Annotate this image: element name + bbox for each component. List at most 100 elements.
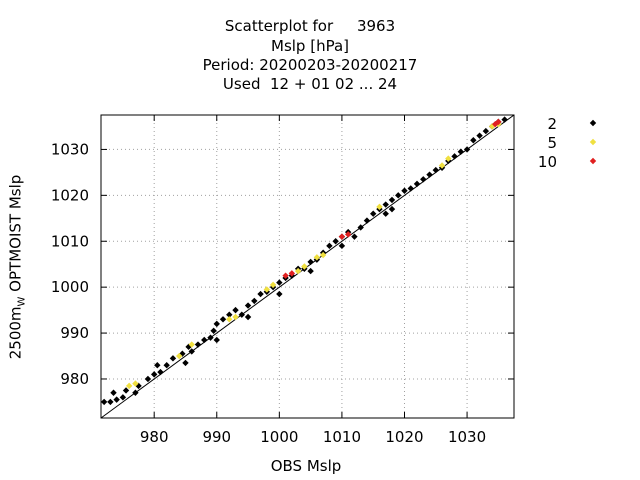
y-tick-label: 1010	[51, 232, 89, 250]
y-tick-label: 1020	[51, 186, 89, 204]
data-point-series-2	[470, 137, 477, 144]
data-point-series-2	[338, 242, 346, 250]
data-point-series-2	[144, 375, 152, 383]
y-tick-label: 1030	[51, 140, 89, 158]
data-point-series-2	[332, 238, 339, 245]
data-point-series-5	[188, 341, 195, 348]
data-point-series-2	[122, 387, 130, 394]
data-point-series-2	[382, 201, 389, 208]
data-point-series-5	[438, 162, 446, 169]
data-point-series-2	[157, 368, 164, 376]
data-point-series-2	[257, 290, 264, 298]
data-point-series-2	[307, 258, 314, 266]
title-line-2: Mslp [hPa]	[271, 37, 349, 55]
data-point-series-2	[413, 180, 421, 188]
data-point-series-2	[426, 171, 433, 178]
data-point-series-5	[263, 286, 271, 293]
data-point-series-2	[100, 398, 108, 406]
data-point-series-2	[213, 336, 220, 344]
data-point-series-2	[207, 334, 214, 341]
data-point-series-2	[154, 362, 161, 369]
data-point-series-5	[269, 281, 277, 289]
data-point-series-2	[110, 389, 117, 396]
data-point-series-2	[351, 233, 358, 240]
data-point-series-2	[276, 290, 283, 298]
data-point-series-2	[182, 359, 189, 367]
data-point-series-2	[363, 217, 371, 224]
x-tick-label: 1030	[448, 428, 486, 446]
data-point-series-2	[476, 132, 483, 139]
data-point-series-2	[194, 341, 202, 348]
data-point-series-2	[276, 279, 283, 286]
data-point-series-2	[357, 224, 364, 231]
data-point-series-2	[238, 311, 245, 318]
data-point-series-10	[338, 233, 346, 240]
data-point-series-2	[244, 313, 252, 321]
data-point-series-2	[226, 311, 233, 318]
data-point-series-10	[495, 118, 502, 126]
title-line-1: Scatterplot for 3963	[224, 17, 396, 35]
data-point-series-2	[382, 210, 389, 217]
data-point-series-2	[370, 210, 377, 217]
x-axis-label: OBS Mslp	[270, 457, 342, 475]
data-point-series-5	[176, 352, 183, 360]
data-point-series-2	[219, 316, 227, 323]
data-point-series-5	[319, 251, 327, 259]
title-line-4: Used 12 + 01 02 ... 24	[222, 75, 398, 93]
data-point-series-10	[288, 270, 296, 277]
data-point-series-5	[232, 313, 239, 321]
data-point-series-2	[463, 146, 471, 153]
data-point-series-2	[326, 242, 333, 250]
x-tick-label: 1020	[385, 428, 423, 446]
data-point-series-2	[163, 362, 170, 369]
legend-marker-5	[589, 138, 597, 146]
data-point-series-2	[451, 153, 458, 160]
x-tick-label: 1010	[323, 428, 361, 446]
data-point-series-2	[107, 398, 114, 406]
y-tick-label: 1000	[51, 278, 89, 296]
legend-label-2: 10	[537, 153, 557, 171]
data-point-series-2	[388, 196, 396, 204]
legend-marker-10	[589, 157, 597, 165]
data-point-series-10	[282, 272, 289, 279]
data-point-series-2	[251, 297, 258, 305]
data-point-series-2	[244, 302, 252, 309]
data-point-series-2	[119, 394, 127, 401]
data-point-series-2	[401, 187, 408, 194]
data-point-series-2	[113, 396, 120, 403]
y-tick-label: 990	[60, 324, 89, 342]
y-axis-label: 2500mW OPTMOIST Mslp	[6, 174, 28, 360]
data-point-series-2	[169, 355, 177, 362]
plot-frame	[100, 114, 515, 419]
data-point-series-2	[132, 389, 139, 396]
data-point-series-2	[232, 306, 239, 314]
data-point-series-5	[125, 382, 133, 390]
data-point-series-2	[457, 148, 465, 155]
data-point-series-5	[376, 203, 383, 211]
data-point-series-5	[445, 155, 452, 162]
data-point-series-2	[395, 192, 402, 199]
data-point-series-2	[210, 327, 217, 334]
data-point-series-10	[344, 231, 352, 238]
legend-label-0: 2	[547, 115, 557, 133]
data-point-series-2	[432, 166, 439, 174]
data-point-series-2	[201, 336, 208, 344]
data-point-series-5	[294, 267, 302, 275]
data-point-series-5	[226, 316, 233, 323]
data-point-series-2	[407, 185, 414, 192]
data-point-series-2	[420, 176, 427, 183]
data-point-series-2	[150, 371, 158, 378]
title-line-3: Period: 20200203-20200217	[202, 56, 418, 74]
legend-marker-2	[589, 119, 597, 127]
data-point-series-5	[313, 254, 321, 261]
data-point-series-2	[388, 205, 396, 213]
x-tick-label: 990	[202, 428, 231, 446]
data-point-series-2	[501, 116, 508, 123]
data-point-series-2	[188, 348, 195, 355]
legend-label-1: 5	[547, 134, 557, 152]
data-point-series-5	[301, 263, 308, 270]
x-tick-label: 1000	[260, 428, 298, 446]
data-point-series-5	[132, 380, 139, 387]
data-point-series-2	[482, 127, 490, 135]
